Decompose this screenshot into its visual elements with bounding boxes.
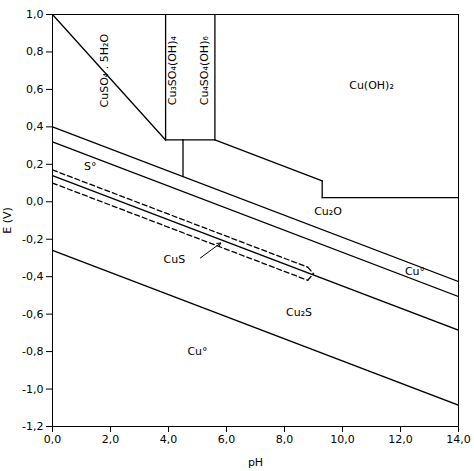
svg-text:pH: pH — [248, 456, 263, 469]
svg-text:0,2: 0,2 — [26, 158, 44, 171]
svg-text:CuS: CuS — [163, 253, 185, 266]
svg-text:8,0: 8,0 — [276, 433, 294, 446]
svg-text:-0,4: -0,4 — [22, 270, 43, 283]
svg-text:0,0: 0,0 — [26, 195, 44, 208]
svg-text:-1,0: -1,0 — [22, 383, 43, 396]
svg-text:Cu₃SO₄(OH)₄: Cu₃SO₄(OH)₄ — [166, 36, 179, 106]
svg-text:4,0: 4,0 — [160, 433, 178, 446]
svg-text:0,4: 0,4 — [26, 120, 44, 133]
svg-text:Cu°: Cu° — [405, 265, 425, 278]
svg-text:2,0: 2,0 — [102, 433, 120, 446]
svg-text:14,0: 14,0 — [446, 433, 471, 446]
svg-text:-0,8: -0,8 — [22, 345, 43, 358]
svg-text:Cu₂O: Cu₂O — [314, 205, 342, 218]
svg-text:-0,6: -0,6 — [22, 308, 43, 321]
svg-text:0,8: 0,8 — [26, 45, 44, 58]
svg-text:-0,2: -0,2 — [22, 233, 43, 246]
svg-text:1,0: 1,0 — [26, 8, 44, 21]
svg-text:S°: S° — [84, 160, 96, 173]
svg-text:10,0: 10,0 — [330, 433, 355, 446]
svg-text:0,6: 0,6 — [26, 83, 44, 96]
svg-text:E (V): E (V) — [1, 207, 14, 234]
svg-text:6,0: 6,0 — [218, 433, 236, 446]
svg-text:Cu₂S: Cu₂S — [286, 306, 312, 319]
svg-text:0,0: 0,0 — [44, 433, 62, 446]
svg-text:Cu₄SO₄(OH)₆: Cu₄SO₄(OH)₆ — [198, 36, 211, 106]
svg-text:Cu(OH)₂: Cu(OH)₂ — [349, 79, 394, 92]
svg-text:-1,2: -1,2 — [22, 420, 43, 433]
svg-text:Cu°: Cu° — [187, 345, 207, 358]
svg-text:12,0: 12,0 — [388, 433, 413, 446]
svg-text:CuSO₄ . 5H₂O: CuSO₄ . 5H₂O — [98, 34, 111, 108]
